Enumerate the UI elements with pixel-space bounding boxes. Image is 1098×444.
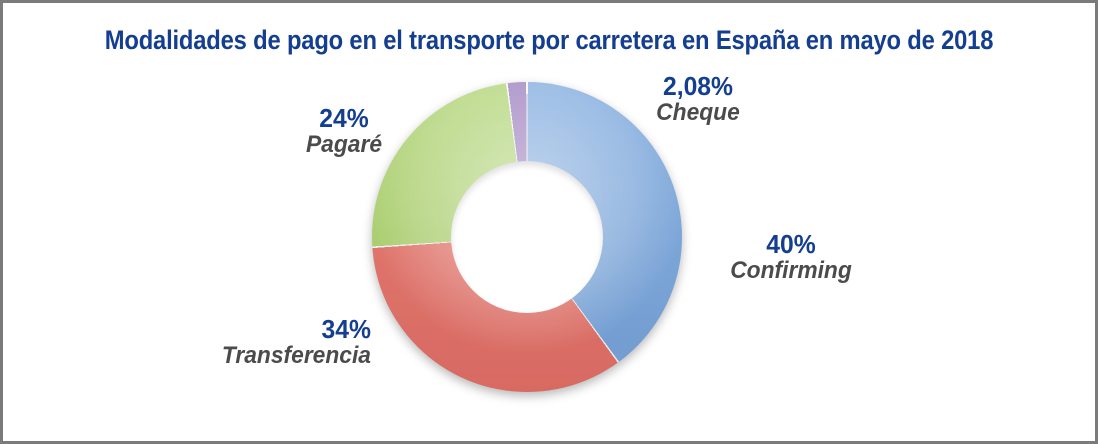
data-label-cheque: 2,08% Cheque — [613, 72, 784, 126]
cheque-percent: 2,08% — [662, 71, 734, 101]
cheque-name: Cheque — [656, 99, 740, 126]
confirming-name: Confirming — [730, 257, 852, 284]
data-label-pagare: 24% Pagaré — [259, 104, 430, 158]
transferencia-name: Transferencia — [221, 342, 371, 369]
confirming-percent: 40% — [766, 229, 816, 259]
data-label-confirming: 40% Confirming — [706, 230, 877, 284]
pagare-name: Pagaré — [305, 131, 383, 158]
donut-hole — [451, 161, 603, 313]
data-label-transferencia: 34% Transferencia — [181, 315, 371, 369]
pagare-percent: 24% — [319, 103, 369, 133]
donut-chart — [372, 82, 682, 392]
transferencia-percent: 34% — [321, 314, 371, 344]
chart-title: Modalidades de pago en el transporte por… — [104, 25, 994, 55]
